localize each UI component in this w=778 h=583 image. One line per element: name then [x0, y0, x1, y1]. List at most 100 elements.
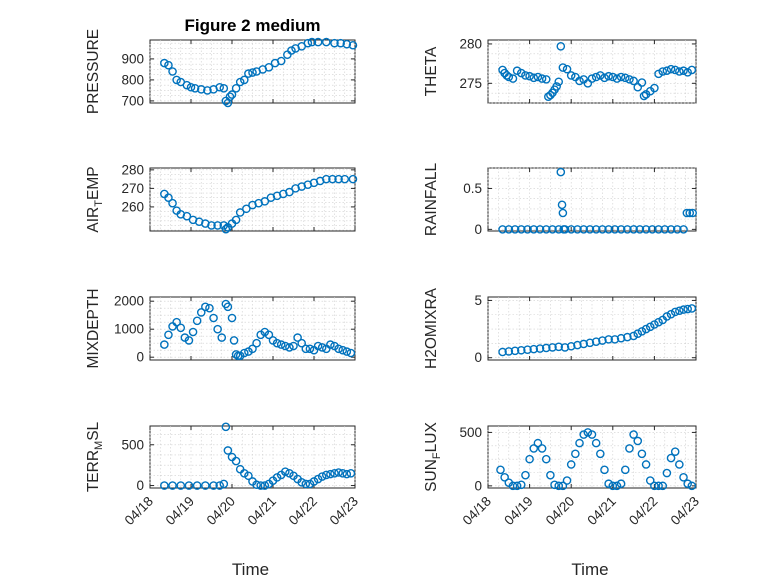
data-point [260, 197, 270, 206]
data-point [654, 317, 663, 327]
data-point [346, 469, 356, 478]
data-point [579, 339, 588, 349]
x-tick-label: 04/21 [245, 494, 280, 529]
data-point [516, 225, 526, 234]
data-point [591, 438, 601, 448]
data-point [641, 324, 651, 334]
data-point [213, 324, 222, 334]
data-point [504, 72, 514, 82]
data-point [650, 481, 659, 491]
data-point [573, 340, 582, 350]
data-point [160, 481, 169, 490]
data-point [662, 468, 672, 478]
y-tick-label: 0.5 [463, 181, 482, 196]
data-point [248, 344, 257, 354]
data-point [635, 225, 645, 234]
data-point [239, 348, 249, 358]
data-point [334, 174, 343, 184]
y-tick-label: 0 [474, 478, 482, 493]
data-point [182, 80, 192, 90]
data-point [650, 320, 659, 329]
data-point [620, 465, 630, 475]
data-point [160, 340, 169, 349]
data-point [575, 438, 584, 448]
data-point [289, 341, 298, 351]
x-tick-label: 04/19 [163, 494, 198, 529]
data-point [658, 481, 668, 491]
data-point [231, 350, 241, 359]
data-point [616, 333, 626, 343]
x-tick-label: 04/20 [204, 494, 239, 529]
data-point [293, 333, 302, 342]
data-point [541, 343, 551, 353]
data-point [554, 342, 564, 352]
data-point [168, 67, 177, 76]
data-point [675, 460, 684, 469]
data-point [342, 39, 352, 49]
subplot-1: 700 800 900 PRESSURE Figure 2 medium [85, 16, 358, 114]
data-point [645, 322, 655, 332]
data-point [498, 225, 507, 234]
y-axis-label: THETA [423, 46, 440, 96]
x-tick-label: 04/18 [460, 494, 495, 529]
data-point [235, 77, 245, 87]
data-point [633, 82, 643, 92]
data-point [675, 67, 684, 76]
data-point [504, 225, 514, 234]
y-axis-label: TERRMSL [85, 421, 105, 492]
data-point [637, 449, 647, 459]
data-point [585, 225, 595, 234]
data-point [215, 82, 224, 92]
y-tick-label: 5 [474, 293, 482, 308]
data-point [512, 481, 522, 491]
subplot-7: 04/18 04/19 04/20 04/21 04/22 04/23 0 500 TERRMS… [85, 421, 361, 579]
data-point [239, 75, 249, 85]
data-point [301, 479, 311, 489]
data-point [276, 56, 286, 66]
data-point [683, 67, 692, 77]
data-point [641, 225, 651, 234]
data-point [192, 316, 202, 326]
data-point [672, 225, 682, 234]
subplot-5: 0 1000 2000 MIXDEPTH [85, 288, 356, 369]
x-tick-label: 04/23 [327, 494, 362, 529]
y-tick-label: 1000 [114, 322, 144, 337]
y-tick-label: 2000 [114, 294, 144, 309]
data-point [334, 344, 343, 354]
data-point [608, 72, 618, 82]
y-tick-label: 0 [136, 350, 144, 365]
data-point [637, 78, 647, 87]
data-point [190, 84, 200, 93]
data-point [587, 430, 597, 439]
data-point [550, 480, 559, 490]
data-point [186, 82, 196, 92]
x-tick-label: 04/22 [626, 494, 661, 529]
data-point [557, 200, 567, 210]
data-point [235, 208, 245, 217]
data-point [326, 340, 335, 349]
data-point [541, 75, 551, 84]
data-point [219, 479, 229, 489]
data-point [625, 75, 634, 84]
data-point [554, 481, 564, 491]
data-point [500, 473, 509, 482]
data-point [654, 225, 663, 234]
data-point [666, 309, 676, 319]
data-point [591, 72, 601, 82]
data-point [182, 211, 192, 221]
data-point [510, 346, 520, 356]
data-point [554, 225, 564, 234]
data-point [633, 329, 643, 338]
data-point [504, 347, 514, 356]
data-point [192, 481, 202, 490]
data-point [336, 38, 345, 48]
data-point [558, 208, 568, 218]
data-point [321, 174, 331, 184]
data-point [244, 69, 253, 78]
data-point [591, 225, 601, 234]
data-point [213, 221, 222, 230]
y-tick-label: 500 [121, 437, 144, 452]
data-point [598, 336, 607, 345]
data-point [221, 224, 231, 234]
data-point [675, 306, 684, 316]
